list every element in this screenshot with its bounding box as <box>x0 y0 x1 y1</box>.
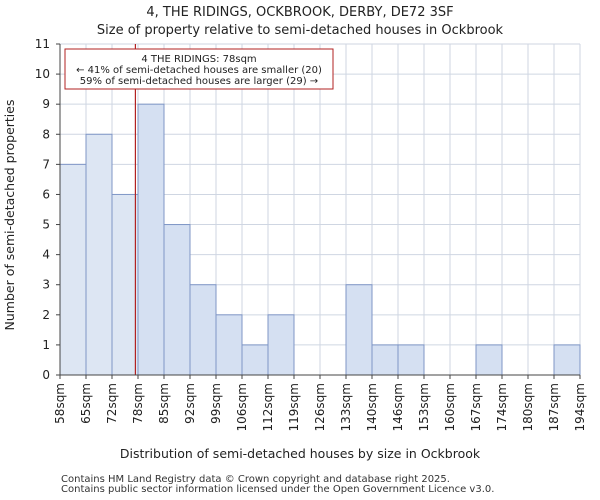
chart-title: 4, THE RIDINGS, OCKBROOK, DERBY, DE72 3S… <box>146 5 453 20</box>
y-tick-label: 2 <box>42 308 50 322</box>
x-tick-label: 167sqm <box>469 383 483 431</box>
histogram-bar <box>189 284 217 376</box>
x-tick-label: 133sqm <box>339 383 353 431</box>
x-tick-label: 65sqm <box>79 383 93 424</box>
x-tick-label: 160sqm <box>443 383 457 431</box>
y-tick-label: 7 <box>42 157 50 171</box>
histogram-bar <box>137 103 165 376</box>
footer-copyright: Contains HM Land Registry data © Crown c… <box>61 474 450 485</box>
y-tick-label: 11 <box>35 37 50 51</box>
histogram-bar <box>371 344 399 376</box>
x-tick-label: 106sqm <box>235 383 249 431</box>
x-tick-label: 180sqm <box>521 383 535 431</box>
histogram-bar <box>397 344 425 376</box>
x-tick-label: 153sqm <box>417 383 431 431</box>
histogram-bar <box>111 193 139 376</box>
y-tick-label: 5 <box>42 218 50 232</box>
x-tick-label: 85sqm <box>157 383 171 424</box>
histogram-bar <box>59 163 87 376</box>
annotation-line-3: 59% of semi-detached houses are larger (… <box>80 76 318 87</box>
x-tick-label: 140sqm <box>365 383 379 431</box>
y-tick-label: 6 <box>42 187 50 201</box>
y-tick-label: 3 <box>42 278 50 292</box>
x-tick-label: 72sqm <box>105 383 119 424</box>
annotation-border <box>64 48 334 90</box>
x-tick-label: 146sqm <box>391 383 405 431</box>
x-tick-label: 187sqm <box>547 383 561 431</box>
x-tick-label: 174sqm <box>495 383 509 431</box>
bars <box>59 103 581 376</box>
annotation-line-1: 4 THE RIDINGS: 78sqm <box>141 54 256 65</box>
histogram-bar <box>215 314 243 376</box>
histogram-bar <box>345 284 373 376</box>
x-tick-label: 112sqm <box>261 383 275 431</box>
y-axis-label: Number of semi-detached properties <box>2 100 17 331</box>
x-tick-label: 194sqm <box>573 383 587 431</box>
x-tick-label: 58sqm <box>53 383 67 424</box>
y-tick-label: 0 <box>42 368 50 382</box>
x-axis-label: Distribution of semi-detached houses by … <box>120 446 481 461</box>
y-tick-label: 10 <box>35 67 50 81</box>
x-tick-label: 119sqm <box>287 383 301 431</box>
histogram-bar <box>163 224 191 376</box>
histogram-bar <box>475 344 503 376</box>
histogram-bar <box>241 344 269 376</box>
footer-licence: Contains public sector information licen… <box>61 484 495 495</box>
annotation-box: 4 THE RIDINGS: 78sqm ← 41% of semi-detac… <box>64 48 334 90</box>
y-tick-label: 4 <box>42 248 50 262</box>
histogram-bar <box>267 314 295 376</box>
x-tick-label: 126sqm <box>313 383 327 431</box>
x-tick-label: 99sqm <box>209 383 223 424</box>
histogram-bar <box>553 344 581 376</box>
x-tick-labels: 58sqm 65sqm 72sqm 78sqm 85sqm 92sqm 99sqm 106sq… <box>53 375 587 431</box>
x-tick-label: 92sqm <box>183 383 197 424</box>
annotation-line-2: ← 41% of semi-detached houses are smalle… <box>76 65 322 76</box>
y-tick-label: 1 <box>42 338 50 352</box>
y-tick-label: 9 <box>42 97 50 111</box>
chart-subtitle: Size of property relative to semi-detach… <box>97 23 504 38</box>
y-tick-labels: 0 1 2 3 4 5 6 7 8 9 10 11 <box>35 37 60 382</box>
histogram-bar <box>85 133 113 376</box>
y-tick-label: 8 <box>42 127 50 141</box>
x-tick-label: 78sqm <box>131 383 145 424</box>
